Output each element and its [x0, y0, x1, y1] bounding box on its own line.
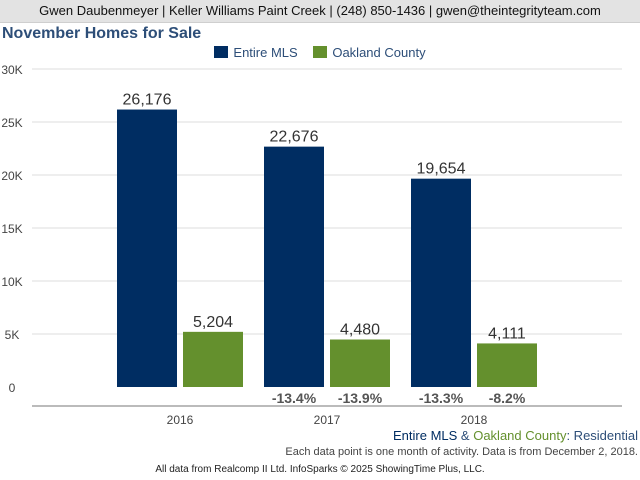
chart-legend: Entire MLS Oakland County	[0, 45, 640, 60]
data-label: 4,480	[340, 322, 380, 339]
data-label: 19,654	[417, 161, 466, 178]
x-tick-label: 2017	[314, 413, 341, 427]
bar-entire-mls	[264, 146, 324, 387]
data-label: 22,676	[270, 129, 319, 146]
y-tick-label: 5K	[5, 328, 20, 342]
legend-item-oakland-county[interactable]: Oakland County	[313, 45, 426, 60]
y-tick-label: 20K	[1, 169, 22, 183]
series-description: Entire MLS & Oakland County: Residential	[393, 428, 638, 443]
y-tick-label: 25K	[1, 116, 22, 130]
bar-oakland-county	[330, 339, 390, 387]
change-label: -8.2%	[489, 390, 526, 406]
contact-header: Gwen Daubenmeyer | Keller Williams Paint…	[0, 0, 640, 23]
data-label: 5,204	[193, 314, 233, 331]
change-label: -13.3%	[419, 390, 464, 406]
data-label: 4,111	[488, 325, 526, 342]
series-desc-amp: &	[457, 428, 474, 443]
bar-entire-mls	[411, 178, 471, 387]
series-desc-type: : Residential	[566, 428, 638, 443]
bar-oakland-county	[477, 343, 537, 387]
chart-title: November Homes for Sale	[2, 25, 202, 42]
bar-oakland-county	[183, 331, 243, 387]
data-source: All data from Realcomp II Ltd. InfoSpark…	[155, 464, 485, 475]
data-label: 26,176	[123, 92, 172, 109]
legend-label-entire-mls: Entire MLS	[233, 45, 298, 60]
legend-swatch-oakland-county	[313, 46, 328, 58]
y-tick-label: 0	[9, 381, 16, 395]
y-tick-label: 30K	[1, 63, 22, 77]
change-label: -13.4%	[272, 390, 317, 406]
y-tick-label: 15K	[1, 222, 22, 236]
y-tick-label: 10K	[1, 275, 22, 289]
legend-label-oakland-county: Oakland County	[332, 45, 426, 60]
change-label: -13.9%	[338, 390, 383, 406]
data-note: Each data point is one month of activity…	[285, 446, 638, 458]
legend-item-entire-mls[interactable]: Entire MLS	[214, 45, 298, 60]
legend-swatch-entire-mls	[214, 46, 229, 58]
bar-entire-mls	[117, 109, 177, 388]
series-desc-oakland: Oakland County	[473, 428, 567, 443]
x-tick-label: 2018	[461, 413, 488, 427]
series-desc-entire: Entire MLS	[393, 428, 458, 443]
x-tick-label: 2016	[167, 413, 194, 427]
